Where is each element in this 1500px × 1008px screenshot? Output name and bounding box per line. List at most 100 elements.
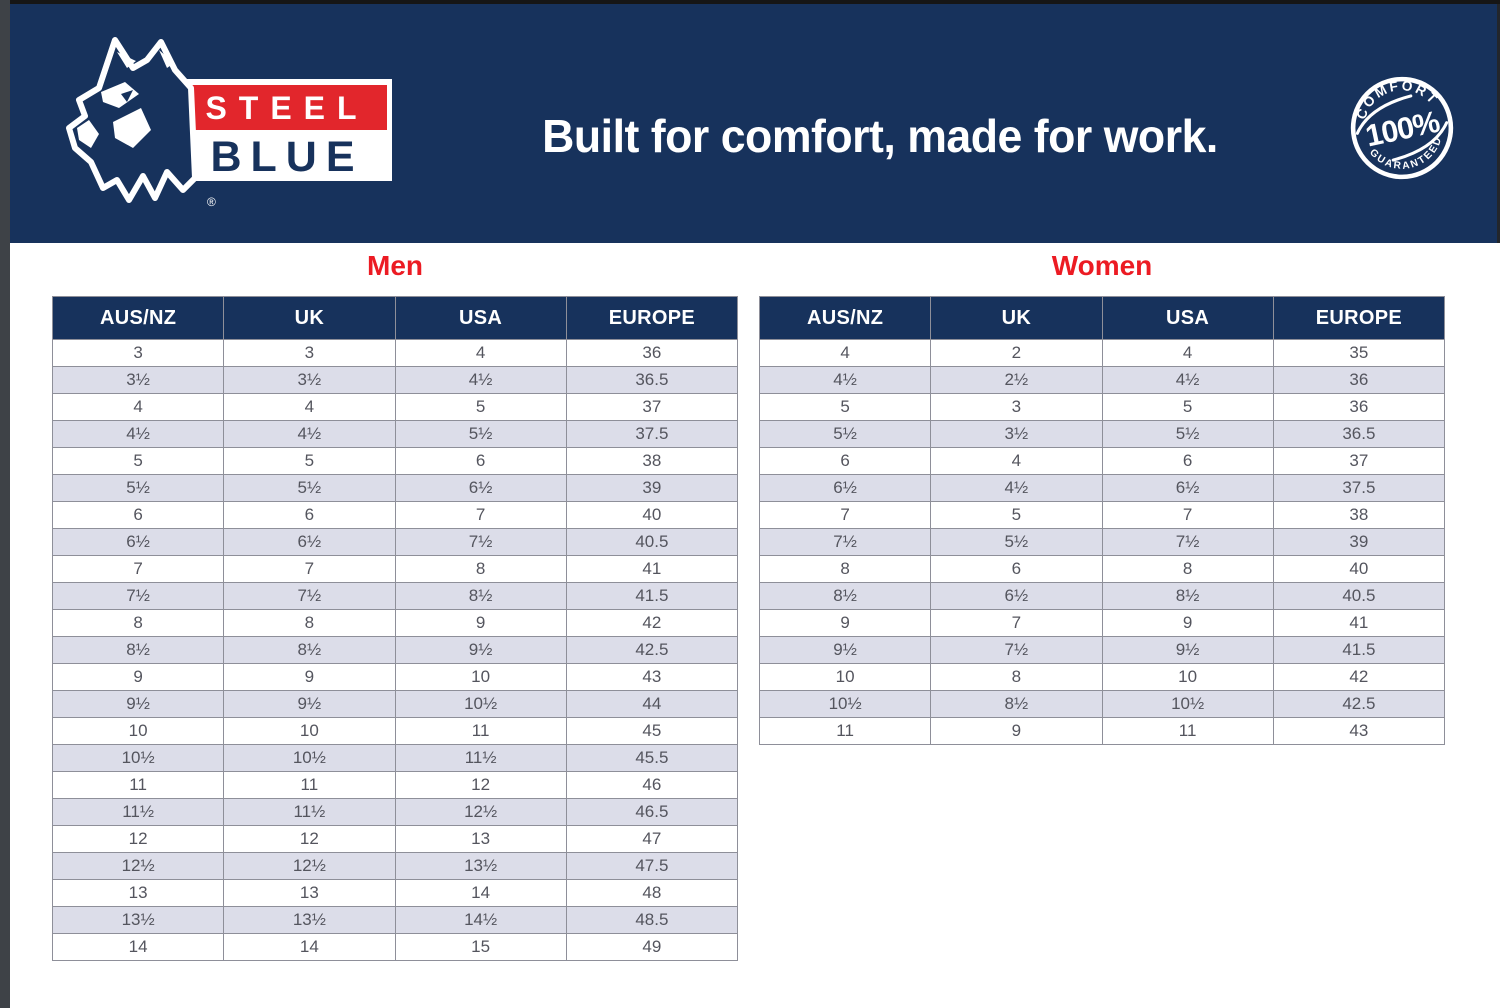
size-cell: 7½ bbox=[223, 582, 396, 610]
size-cell: 9 bbox=[223, 663, 396, 691]
men-table-body: 3 3 4 36 3½ 3½ 4½ 36.5 4 4 5 37 4½ 4½ 5½ 37.5 5 5 6 38 5½ 5½ 6… bbox=[51, 339, 739, 961]
size-cell: 10 bbox=[1101, 663, 1274, 691]
size-cell: 8½ bbox=[51, 636, 225, 664]
table-row: 13 13 14 48 bbox=[51, 879, 739, 907]
column-header: UK bbox=[223, 296, 396, 340]
size-cell: 14 bbox=[394, 879, 567, 907]
table-row: 7½ 7½ 8½ 41.5 bbox=[51, 582, 739, 610]
size-cell: 3½ bbox=[51, 366, 225, 394]
size-cell: 8½ bbox=[758, 582, 932, 610]
size-cell: 13 bbox=[394, 825, 567, 853]
size-cell: 41.5 bbox=[1272, 636, 1446, 664]
size-cell: 36.5 bbox=[1272, 420, 1446, 448]
size-cell: 8 bbox=[1101, 555, 1274, 583]
size-cell: 14 bbox=[51, 933, 225, 961]
header-row: AUS/NZ UK USA EUROPE bbox=[758, 296, 1446, 340]
size-cell: 7½ bbox=[394, 528, 567, 556]
size-cell: 46.5 bbox=[565, 798, 739, 826]
table-row: 4 4 5 37 bbox=[51, 393, 739, 421]
size-cell: 4 bbox=[1101, 339, 1274, 367]
size-cell: 5 bbox=[223, 447, 396, 475]
men-size-table: AUS/NZ UK USA EUROPE 3 3 4 36 3½ 3½ 4½ 36.5 4 4 5 37 4½… bbox=[51, 296, 739, 961]
size-cell: 41 bbox=[565, 555, 739, 583]
size-cell: 6½ bbox=[930, 582, 1103, 610]
size-cell: 14½ bbox=[394, 906, 567, 934]
size-cell: 6 bbox=[223, 501, 396, 529]
size-cell: 9 bbox=[758, 609, 932, 637]
size-cell: 14 bbox=[223, 933, 396, 961]
size-cell: 11 bbox=[394, 717, 567, 745]
size-cell: 13½ bbox=[394, 852, 567, 880]
size-cell: 8½ bbox=[394, 582, 567, 610]
size-cell: 40 bbox=[565, 501, 739, 529]
size-cell: 5 bbox=[394, 393, 567, 421]
size-cell: 9½ bbox=[51, 690, 225, 718]
size-cell: 37 bbox=[565, 393, 739, 421]
size-cell: 5½ bbox=[394, 420, 567, 448]
size-cell: 11½ bbox=[223, 798, 396, 826]
size-cell: 8½ bbox=[1101, 582, 1274, 610]
size-cell: 5 bbox=[758, 393, 932, 421]
size-cell: 8 bbox=[930, 663, 1103, 691]
size-cell: 5½ bbox=[51, 474, 225, 502]
size-cell: 44 bbox=[565, 690, 739, 718]
table-row: 7 7 8 41 bbox=[51, 555, 739, 583]
comfort-guarantee-badge-icon: COMFORT 100% GUARANTEED bbox=[1348, 72, 1454, 179]
size-cell: 36.5 bbox=[565, 366, 739, 394]
size-cell: 7 bbox=[394, 501, 567, 529]
header-row: AUS/NZ UK USA EUROPE bbox=[51, 296, 739, 340]
size-cell: 42.5 bbox=[565, 636, 739, 664]
size-cell: 42 bbox=[1272, 663, 1446, 691]
size-cell: 8 bbox=[394, 555, 567, 583]
size-cell: 4 bbox=[223, 393, 396, 421]
column-header: USA bbox=[1101, 296, 1274, 340]
table-row: 10½ 10½ 11½ 45.5 bbox=[51, 744, 739, 772]
size-cell: 48.5 bbox=[565, 906, 739, 934]
registered-mark: ® bbox=[207, 195, 216, 209]
table-row: 8 8 9 42 bbox=[51, 609, 739, 637]
table-row: 11 9 11 43 bbox=[758, 717, 1446, 745]
size-cell: 4½ bbox=[758, 366, 932, 394]
size-cell: 37.5 bbox=[1272, 474, 1446, 502]
size-cell: 6½ bbox=[223, 528, 396, 556]
table-row: 11½ 11½ 12½ 46.5 bbox=[51, 798, 739, 826]
size-cell: 38 bbox=[1272, 501, 1446, 529]
size-cell: 3½ bbox=[223, 366, 396, 394]
size-cell: 39 bbox=[1272, 528, 1446, 556]
size-cell: 10 bbox=[758, 663, 932, 691]
table-row: 3½ 3½ 4½ 36.5 bbox=[51, 366, 739, 394]
brand-banner: STEEL BLUE ® Built for comfort, made for… bbox=[10, 4, 1500, 243]
size-cell: 40.5 bbox=[1272, 582, 1446, 610]
size-cell: 12½ bbox=[394, 798, 567, 826]
table-row: 4½ 2½ 4½ 36 bbox=[758, 366, 1446, 394]
window-top-edge bbox=[0, 0, 1500, 4]
table-row: 6½ 4½ 6½ 37.5 bbox=[758, 474, 1446, 502]
size-cell: 7½ bbox=[51, 582, 225, 610]
size-cell: 41.5 bbox=[565, 582, 739, 610]
size-cell: 6 bbox=[758, 447, 932, 475]
column-header: EUROPE bbox=[1272, 296, 1446, 340]
logo-blue-text: BLUE bbox=[210, 133, 363, 181]
table-row: 7½ 5½ 7½ 39 bbox=[758, 528, 1446, 556]
size-cell: 48 bbox=[565, 879, 739, 907]
size-cell: 37 bbox=[1272, 447, 1446, 475]
logo-box: STEEL BLUE bbox=[167, 79, 392, 181]
table-row: 6 4 6 37 bbox=[758, 447, 1446, 475]
size-cell: 10 bbox=[223, 717, 396, 745]
column-header: AUS/NZ bbox=[51, 296, 225, 340]
size-cell: 3½ bbox=[930, 420, 1103, 448]
men-section-title: Men bbox=[367, 250, 423, 281]
size-cell: 4 bbox=[930, 447, 1103, 475]
table-row: 12 12 13 47 bbox=[51, 825, 739, 853]
size-cell: 4½ bbox=[930, 474, 1103, 502]
tagline: Built for comfort, made for work. bbox=[542, 110, 1218, 162]
table-row: 6½ 6½ 7½ 40.5 bbox=[51, 528, 739, 556]
wolf-icon bbox=[66, 37, 198, 203]
column-header: UK bbox=[930, 296, 1103, 340]
size-cell: 9 bbox=[51, 663, 225, 691]
men-table-header: AUS/NZ UK USA EUROPE bbox=[51, 296, 739, 340]
size-cell: 5½ bbox=[758, 420, 932, 448]
size-cell: 42.5 bbox=[1272, 690, 1446, 718]
table-row: 5 3 5 36 bbox=[758, 393, 1446, 421]
